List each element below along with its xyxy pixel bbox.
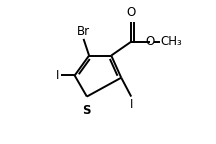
Text: Br: Br <box>77 25 90 38</box>
Text: S: S <box>82 104 91 117</box>
Text: I: I <box>56 69 59 82</box>
Text: O: O <box>145 35 155 48</box>
Text: CH₃: CH₃ <box>160 35 182 48</box>
Text: I: I <box>130 98 133 111</box>
Text: O: O <box>127 6 136 19</box>
